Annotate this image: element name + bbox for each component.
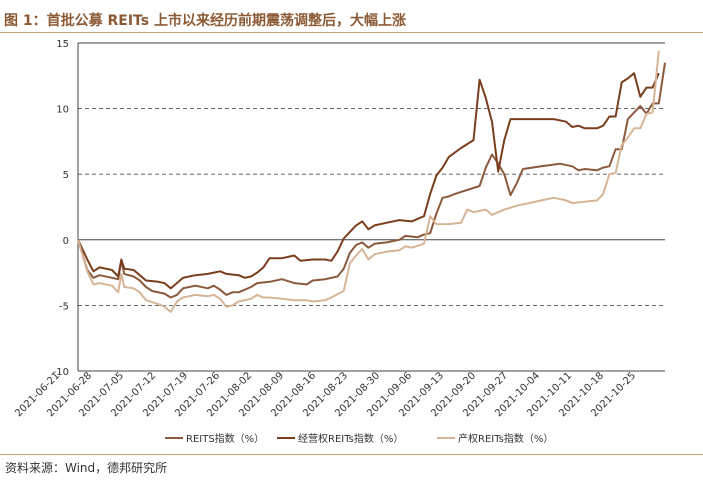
series-line-1 bbox=[77, 72, 660, 290]
top-divider bbox=[0, 32, 703, 33]
series-line-2 bbox=[77, 50, 660, 313]
legend-label-0: REITS指数（%） bbox=[186, 432, 264, 445]
chart-title: 图 1：首批公募 REITs 上市以来经历前期震荡调整后，大幅上涨 bbox=[4, 13, 406, 29]
axes: -10-50510152021-06-212021-06-282021-07-0… bbox=[13, 39, 638, 419]
gridlines bbox=[78, 42, 665, 372]
legend: REITS指数（%） 经营权REITs指数（%） 产权REITs指数（%） bbox=[165, 432, 553, 445]
y-tick-label: 15 bbox=[56, 39, 69, 50]
series-line-0 bbox=[77, 62, 666, 299]
y-tick-label: -5 bbox=[59, 301, 69, 312]
y-tick-label: -10 bbox=[53, 367, 69, 378]
source-note: 资料来源：Wind，德邦研究所 bbox=[5, 461, 168, 475]
y-tick-label: 5 bbox=[63, 170, 69, 181]
bottom-divider bbox=[0, 454, 703, 455]
y-tick-label: 10 bbox=[56, 105, 69, 116]
legend-label-1: 经营权REITs指数（%） bbox=[298, 432, 403, 445]
y-tick-label: 0 bbox=[63, 236, 69, 247]
series-lines bbox=[77, 50, 666, 313]
legend-label-2: 产权REITs指数（%） bbox=[458, 432, 553, 445]
